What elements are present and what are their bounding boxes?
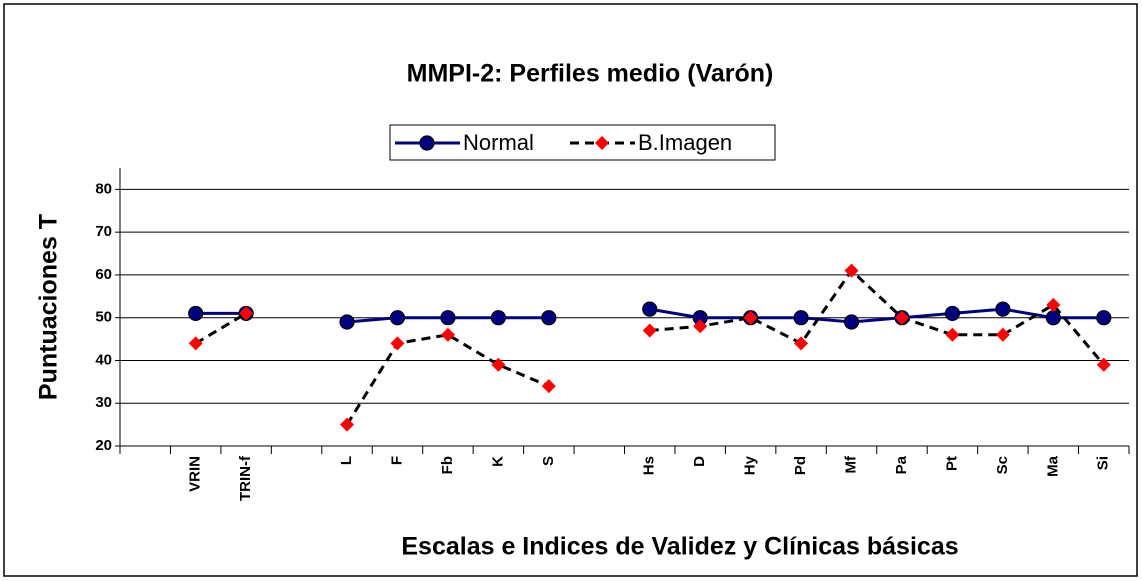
data-point (541, 379, 556, 394)
x-tick-label: K (489, 456, 506, 467)
data-point (995, 301, 1011, 317)
legend-marker (419, 135, 435, 151)
data-point (995, 327, 1010, 342)
x-tick-label: L (338, 456, 355, 465)
y-tick-label: 50 (95, 309, 112, 326)
y-tick-label: 40 (95, 351, 112, 368)
data-point (440, 327, 455, 342)
series-line (194, 268, 1105, 426)
data-point (340, 417, 355, 432)
data-point (188, 305, 204, 322)
data-point (743, 310, 758, 325)
legend-label: B.Imagen (638, 130, 732, 155)
x-tick-label: D (691, 456, 708, 467)
data-point (239, 306, 254, 321)
x-tick-label: Fb (439, 456, 456, 474)
x-tick-label: Pa (893, 455, 910, 474)
legend-marker (595, 136, 609, 150)
data-point (642, 323, 657, 338)
legend-label: Normal (463, 130, 534, 155)
x-tick-label: Si (1095, 456, 1112, 470)
data-point (389, 310, 406, 326)
y-tick-label: 80 (95, 180, 112, 197)
data-point (944, 305, 961, 322)
data-point (693, 319, 708, 334)
x-tick-label: TRIN-f (237, 455, 254, 501)
x-tick-label: Mf (842, 455, 859, 473)
chart-border (3, 3, 1138, 577)
data-point (440, 310, 456, 326)
data-point (490, 310, 506, 326)
x-tick-label: Hs (641, 456, 658, 475)
data-point (843, 314, 860, 330)
data-point (188, 336, 203, 351)
data-point (894, 310, 909, 325)
x-tick-label: Ma (1044, 455, 1061, 476)
data-point (844, 263, 859, 278)
y-axis-title: Puntuaciones T (35, 214, 63, 400)
data-point (1096, 357, 1111, 372)
data-point (793, 310, 809, 326)
data-point (339, 314, 355, 330)
data-point (794, 336, 809, 351)
x-tick-label: Pt (943, 456, 960, 471)
data-point (945, 327, 960, 342)
x-tick-label: Pd (792, 456, 809, 475)
x-tick-label: Sc (994, 456, 1011, 474)
y-tick-label: 30 (95, 394, 112, 411)
x-tick-label: F (388, 456, 405, 465)
data-point (1046, 297, 1061, 312)
data-point (491, 357, 506, 372)
data-point (1096, 310, 1112, 326)
x-axis-title: Escalas e Indices de Validez y Clínicas … (401, 533, 958, 561)
y-tick-label: 70 (95, 223, 112, 240)
x-tick-label: Hy (742, 455, 759, 475)
x-tick-label: S (540, 456, 557, 466)
chart-title: MMPI-2: Perfiles medio (Varón) (407, 60, 774, 88)
y-tick-label: 60 (95, 266, 112, 283)
x-tick-label: VRIN (187, 456, 204, 492)
data-point (642, 301, 658, 317)
y-tick-label: 20 (95, 437, 112, 454)
data-point (541, 310, 557, 326)
data-point (390, 336, 405, 351)
